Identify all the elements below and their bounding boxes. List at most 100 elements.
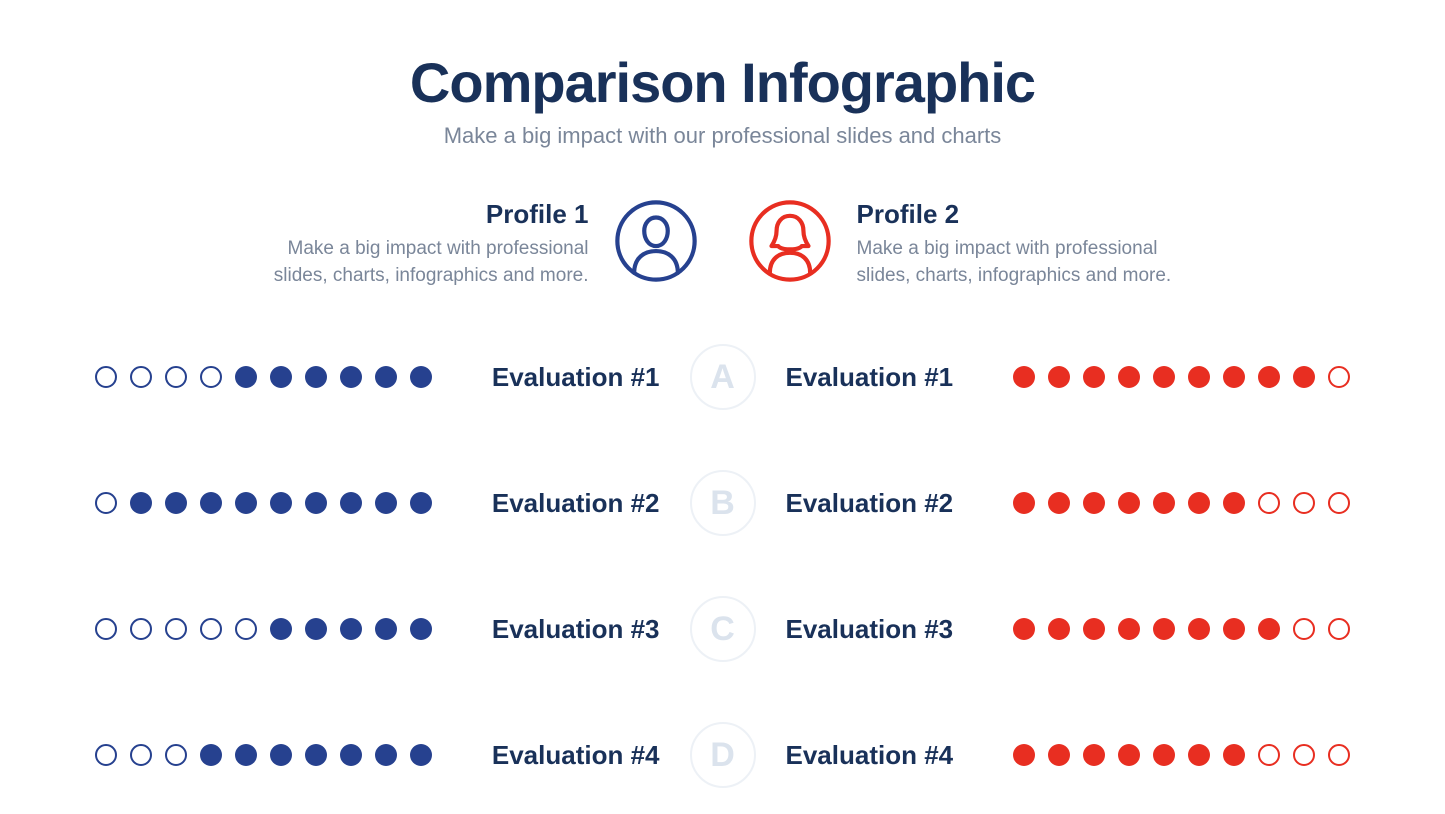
- evaluation-row: Evaluation #2BEvaluation #2: [95, 470, 1350, 536]
- user-male-icon: [614, 199, 698, 283]
- rating-dot: [270, 366, 292, 388]
- dots-right: [1020, 366, 1350, 388]
- infographic-container: Comparison Infographic Make a big impact…: [0, 0, 1445, 814]
- rating-dot: [1293, 492, 1315, 514]
- rating-dot: [1048, 744, 1070, 766]
- row-letter-badge: C: [690, 596, 756, 662]
- evaluation-row: Evaluation #3CEvaluation #3: [95, 596, 1350, 662]
- rating-dot: [200, 366, 222, 388]
- rating-dot: [1188, 618, 1210, 640]
- dots-right: [1020, 744, 1350, 766]
- rating-dot: [1118, 744, 1140, 766]
- rating-dot: [1083, 366, 1105, 388]
- rating-dot: [1083, 492, 1105, 514]
- rating-dot: [1118, 492, 1140, 514]
- row-letter-badge: B: [690, 470, 756, 536]
- rating-dot: [375, 492, 397, 514]
- rating-dot: [1258, 366, 1280, 388]
- rating-dot: [1013, 618, 1035, 640]
- evaluation-row: Evaluation #4DEvaluation #4: [95, 722, 1350, 788]
- rating-dot: [1293, 744, 1315, 766]
- rating-dot: [200, 618, 222, 640]
- rating-dot: [165, 618, 187, 640]
- rating-dot: [1013, 744, 1035, 766]
- rating-dot: [1328, 366, 1350, 388]
- rating-dot: [305, 492, 327, 514]
- rating-dot: [340, 366, 362, 388]
- rating-dot: [200, 492, 222, 514]
- rating-dot: [1153, 366, 1175, 388]
- rating-dot: [1083, 744, 1105, 766]
- rating-dot: [340, 744, 362, 766]
- rating-dot: [1188, 492, 1210, 514]
- evaluation-label-right: Evaluation #3: [756, 614, 1021, 645]
- rating-dot: [95, 744, 117, 766]
- rating-dot: [1118, 366, 1140, 388]
- rating-dot: [1153, 492, 1175, 514]
- evaluation-label-left: Evaluation #4: [425, 740, 690, 771]
- rating-dot: [1258, 744, 1280, 766]
- evaluation-rows: Evaluation #1AEvaluation #1 Evaluation #2…: [0, 344, 1445, 788]
- rating-dot: [130, 618, 152, 640]
- row-letter-badge: A: [690, 344, 756, 410]
- profile-1-title: Profile 1: [239, 199, 589, 230]
- evaluation-label-right: Evaluation #4: [756, 740, 1021, 771]
- profile-2-text: Profile 2 Make a big impact with profess…: [857, 199, 1207, 289]
- rating-dot: [305, 366, 327, 388]
- rating-dot: [165, 744, 187, 766]
- rating-dot: [1293, 618, 1315, 640]
- rating-dot: [1153, 618, 1175, 640]
- rating-dot: [235, 618, 257, 640]
- rating-dot: [1153, 744, 1175, 766]
- rating-dot: [1013, 366, 1035, 388]
- user-female-icon: [748, 199, 832, 283]
- profile-1-icon: [614, 199, 698, 283]
- rating-dot: [1293, 366, 1315, 388]
- rating-dot: [130, 744, 152, 766]
- evaluation-row: Evaluation #1AEvaluation #1: [95, 344, 1350, 410]
- rating-dot: [375, 366, 397, 388]
- rating-dot: [1328, 744, 1350, 766]
- rating-dot: [305, 618, 327, 640]
- rating-dot: [1048, 492, 1070, 514]
- rating-dot: [270, 744, 292, 766]
- rating-dot: [235, 366, 257, 388]
- rating-dot: [165, 366, 187, 388]
- evaluation-label-left: Evaluation #1: [425, 362, 690, 393]
- rating-dot: [95, 492, 117, 514]
- profile-1-text: Profile 1 Make a big impact with profess…: [239, 199, 589, 289]
- rating-dot: [1188, 744, 1210, 766]
- evaluation-label-left: Evaluation #3: [425, 614, 690, 645]
- rating-dot: [95, 618, 117, 640]
- rating-dot: [1118, 618, 1140, 640]
- rating-dot: [130, 492, 152, 514]
- row-letter-badge: D: [690, 722, 756, 788]
- rating-dot: [1083, 618, 1105, 640]
- rating-dot: [340, 618, 362, 640]
- dots-left: [95, 618, 425, 640]
- rating-dot: [165, 492, 187, 514]
- page-title: Comparison Infographic: [410, 50, 1035, 115]
- rating-dot: [1223, 366, 1245, 388]
- dots-left: [95, 744, 425, 766]
- rating-dot: [1013, 492, 1035, 514]
- rating-dot: [1048, 366, 1070, 388]
- evaluation-label-right: Evaluation #2: [756, 488, 1021, 519]
- rating-dot: [270, 492, 292, 514]
- rating-dot: [1188, 366, 1210, 388]
- rating-dot: [375, 744, 397, 766]
- evaluation-label-left: Evaluation #2: [425, 488, 690, 519]
- rating-dot: [1048, 618, 1070, 640]
- profile-2-title: Profile 2: [857, 199, 1207, 230]
- rating-dot: [1258, 492, 1280, 514]
- profile-1-block: Profile 1 Make a big impact with profess…: [239, 199, 698, 289]
- profile-2-icon: [748, 199, 832, 283]
- rating-dot: [235, 744, 257, 766]
- rating-dot: [1328, 492, 1350, 514]
- dots-left: [95, 366, 425, 388]
- dots-left: [95, 492, 425, 514]
- profiles-section: Profile 1 Make a big impact with profess…: [0, 199, 1445, 289]
- rating-dot: [95, 366, 117, 388]
- rating-dot: [375, 618, 397, 640]
- evaluation-label-right: Evaluation #1: [756, 362, 1021, 393]
